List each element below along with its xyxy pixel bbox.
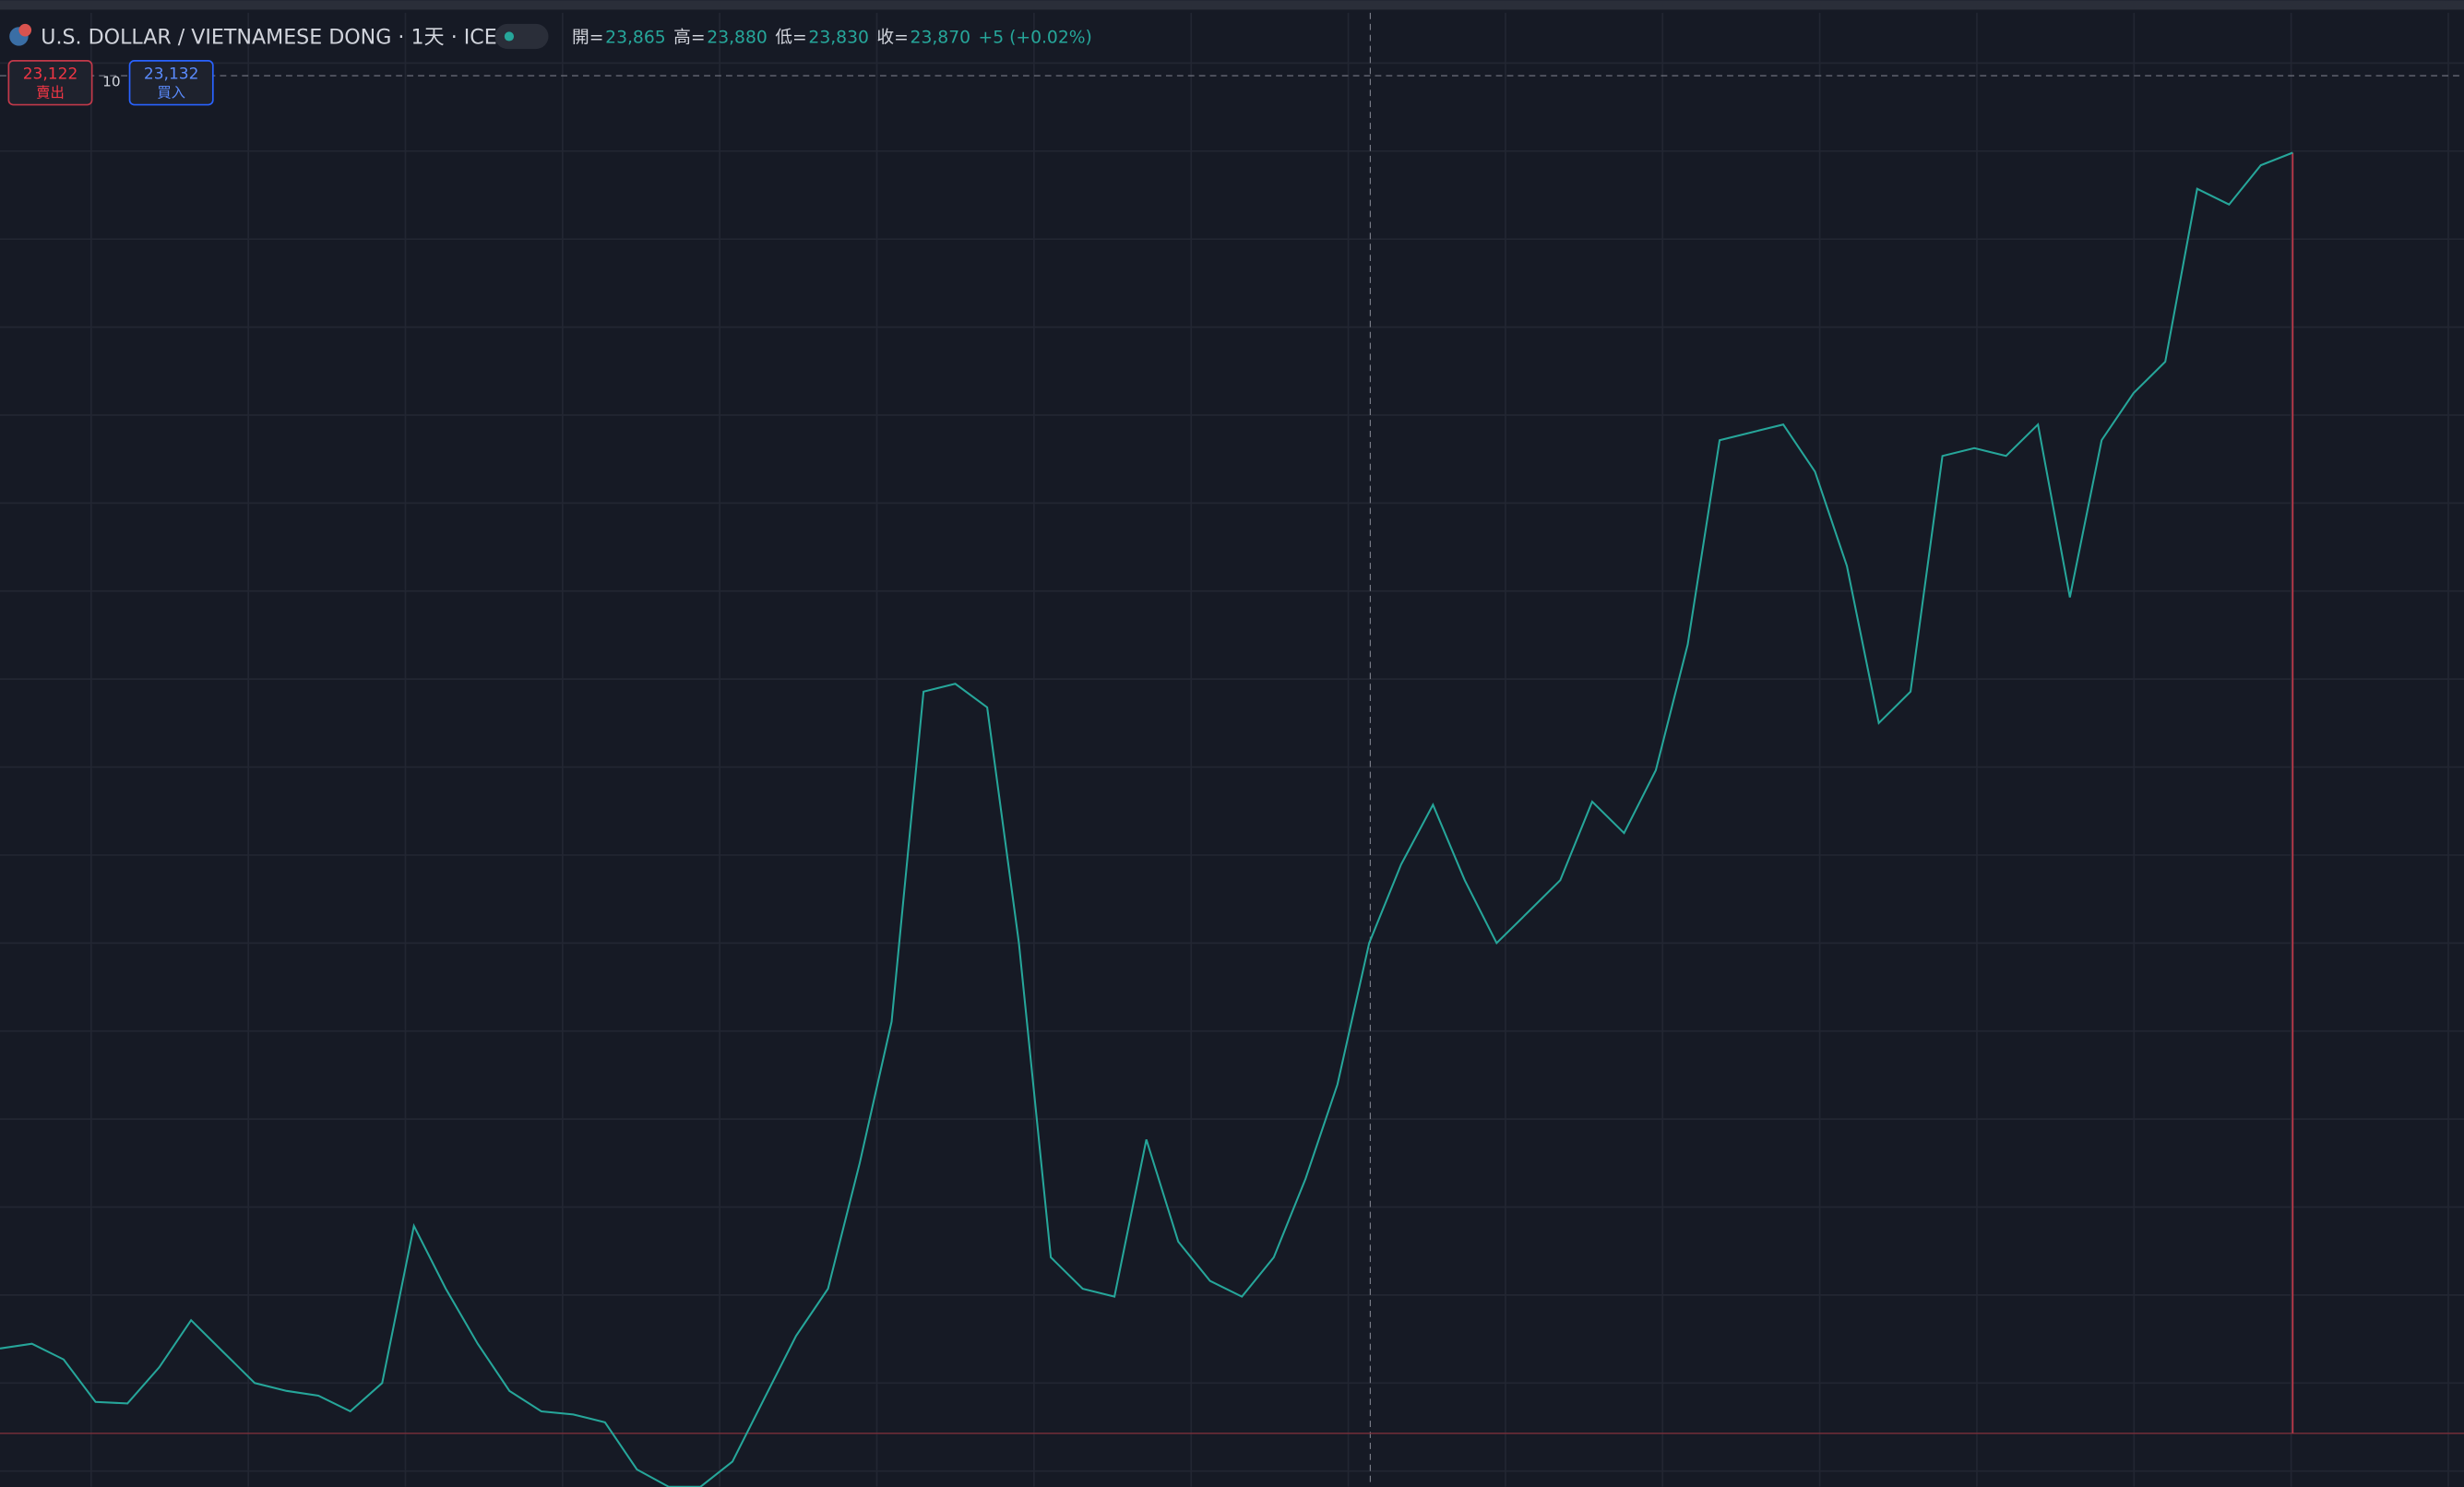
grid	[0, 12, 2464, 1487]
plot	[0, 151, 2293, 1487]
spread: 10	[102, 73, 121, 89]
ohlc-value: 23,880	[707, 29, 767, 48]
status-dot	[504, 31, 515, 42]
buy-button[interactable]	[128, 60, 214, 106]
ohlc-label: 高=	[673, 29, 705, 48]
status-pill[interactable]	[494, 23, 549, 50]
ohlc-value: 23,870	[911, 29, 971, 48]
price-line-series	[0, 151, 2293, 1487]
buy-label: 買入	[157, 84, 185, 101]
top-bar	[0, 0, 2464, 10]
buy-price: 23,132	[144, 65, 199, 83]
sell-price: 23,122	[23, 65, 78, 83]
ohlc-value: 23,830	[808, 29, 869, 48]
ohlc-change: +5 (+0.02%)	[979, 29, 1092, 48]
ohlc-value: 23,865	[605, 29, 666, 48]
ohlc-label: 開=	[572, 29, 603, 48]
sell-label: 賣出	[36, 84, 65, 101]
symbol-icon-flag	[18, 23, 32, 37]
sell-button[interactable]	[7, 60, 93, 106]
symbol-title: U.S. DOLLAR / VIETNAMESE DONG · 1天 · ICE	[41, 26, 496, 50]
ohlc: 開= 23,865 高= 23,880 低= 23,830 收= 23,870 +5 (+0.0…	[572, 29, 1092, 48]
ohlc-label: 收=	[876, 29, 908, 48]
ohlc-label: 低=	[775, 29, 806, 48]
